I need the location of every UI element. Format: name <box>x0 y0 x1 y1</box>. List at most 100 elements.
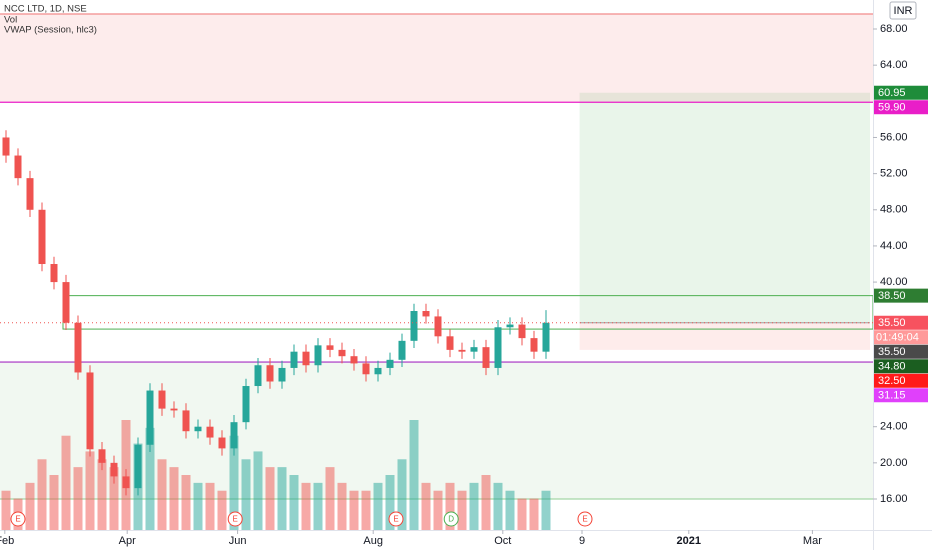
price-tag <box>874 85 928 100</box>
candle-body <box>74 322 82 373</box>
volume-bar <box>1 490 11 530</box>
x-tick-label: Mar <box>803 535 822 547</box>
candle-body <box>302 351 310 366</box>
candle-body <box>146 390 154 445</box>
volume-bar <box>493 482 503 530</box>
volume-bar <box>181 475 191 530</box>
event-marker <box>443 511 459 527</box>
candle-body <box>182 410 190 432</box>
price-tag <box>874 100 928 115</box>
time-axis-bg <box>0 530 932 550</box>
y-tick-label: 44.00 <box>880 240 908 252</box>
candle-body <box>518 324 526 339</box>
candle-body <box>482 347 490 368</box>
volume-bar <box>241 459 251 530</box>
zone <box>0 362 873 499</box>
candle-body <box>170 408 178 411</box>
candle-body <box>14 155 22 179</box>
candle-body <box>314 345 322 366</box>
volume-bar <box>433 490 443 530</box>
candle-body <box>158 390 166 409</box>
candle-body <box>530 338 538 352</box>
price-tag-label: 59.90 <box>878 102 906 114</box>
volume-bar <box>109 467 119 530</box>
y-tick-label: 56.00 <box>880 131 908 143</box>
price-tag-label: 34.80 <box>878 361 906 373</box>
y-tick-label: 40.00 <box>880 276 908 288</box>
candle-body <box>446 336 454 350</box>
event-label: E <box>15 515 20 524</box>
candle-body <box>266 365 274 382</box>
volume-bar <box>49 475 59 530</box>
volume-bar <box>457 490 467 530</box>
event-label: E <box>582 515 587 524</box>
volume-bar <box>541 490 551 530</box>
volume-bar <box>397 459 407 530</box>
candle-body <box>242 386 250 423</box>
zone <box>0 14 873 103</box>
candle-body <box>86 372 94 450</box>
candle-body <box>218 437 226 449</box>
candle-body <box>374 367 382 375</box>
volume-bar <box>85 451 95 530</box>
x-tick-label: Aug <box>363 535 383 547</box>
currency[interactable]: INR <box>894 5 913 17</box>
volume-bar <box>409 420 419 530</box>
symbol-title: NCC LTD, 1D, NSE <box>4 4 87 15</box>
price-tag-label: 35.50 <box>878 346 906 358</box>
candle-body <box>278 367 286 382</box>
volume-bar <box>217 490 227 530</box>
y-tick-label: 16.00 <box>880 493 908 505</box>
volume-bar <box>505 490 515 530</box>
candle-body <box>206 426 214 438</box>
volume-bar <box>265 467 275 530</box>
volume-bar <box>325 467 335 530</box>
candle-body <box>410 311 418 341</box>
candle-body <box>362 363 370 375</box>
volume-bar <box>481 475 491 530</box>
candle-body <box>398 340 406 360</box>
indicator-label: Vol <box>4 15 17 26</box>
volume-bar <box>169 467 179 530</box>
candle-body <box>458 349 466 352</box>
y-tick-label: 68.00 <box>880 23 908 35</box>
volume-bar <box>25 482 35 530</box>
candle-body <box>38 209 46 265</box>
x-tick-label: 2021 <box>677 535 701 547</box>
position-stop <box>579 322 870 350</box>
candle-body <box>98 449 106 463</box>
volume-bar <box>373 482 383 530</box>
y-tick-label: 52.00 <box>880 168 908 180</box>
x-tick-label: Feb <box>0 535 14 547</box>
price-tag-label: 35.50 <box>878 317 906 329</box>
y-tick-label: 24.00 <box>880 421 908 433</box>
volume-bar <box>385 475 395 530</box>
volume-bar <box>73 467 83 530</box>
event-label: D <box>448 515 454 524</box>
volume-bar <box>193 482 203 530</box>
candle-body <box>230 422 238 449</box>
y-tick-label: 20.00 <box>880 457 908 469</box>
y-tick-label: 48.00 <box>880 204 908 216</box>
price-tag <box>874 344 928 359</box>
x-tick-label: 9 <box>579 535 585 547</box>
price-tag-label: 60.95 <box>878 87 906 99</box>
candle-body <box>338 349 346 357</box>
volume-bar <box>301 482 311 530</box>
volume-bar <box>529 498 539 530</box>
price-tag-label: 32.50 <box>878 375 906 387</box>
event-marker <box>227 511 243 527</box>
candle-body <box>110 462 118 477</box>
y-tick-label: 64.00 <box>880 59 908 71</box>
volume-bar <box>469 482 479 530</box>
countdown-tag <box>874 330 928 345</box>
candle-body <box>434 316 442 337</box>
candle-body <box>62 282 70 323</box>
volume-bar <box>349 490 359 530</box>
currency-box[interactable] <box>889 1 917 20</box>
candle-body <box>194 426 202 432</box>
x-tick-label: Oct <box>494 535 511 547</box>
event-label: E <box>393 515 398 524</box>
volume-bar <box>157 459 167 530</box>
